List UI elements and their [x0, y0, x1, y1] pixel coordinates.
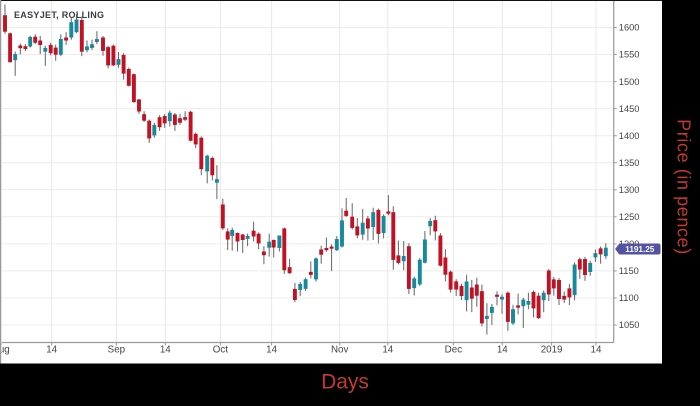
svg-text:1350: 1350 — [619, 158, 640, 168]
svg-text:Oct: Oct — [213, 344, 229, 355]
svg-text:14: 14 — [382, 344, 393, 355]
svg-text:14: 14 — [160, 344, 171, 355]
svg-text:1550: 1550 — [619, 50, 640, 60]
svg-text:1050: 1050 — [619, 320, 640, 330]
svg-text:EASYJET, ROLLING: EASYJET, ROLLING — [14, 10, 104, 20]
svg-text:14: 14 — [591, 344, 602, 355]
svg-text:Days: Days — [321, 370, 369, 393]
svg-text:14: 14 — [46, 344, 57, 355]
svg-text:Nov: Nov — [331, 344, 349, 355]
svg-text:Sep: Sep — [108, 344, 126, 355]
svg-text:14: 14 — [497, 344, 508, 355]
svg-text:Dec: Dec — [445, 344, 463, 355]
svg-text:1500: 1500 — [619, 77, 640, 87]
svg-text:1191.25: 1191.25 — [625, 245, 655, 254]
svg-text:1250: 1250 — [619, 212, 640, 222]
svg-text:1100: 1100 — [619, 293, 639, 303]
svg-text:1600: 1600 — [619, 23, 640, 33]
svg-text:1450: 1450 — [619, 104, 640, 114]
svg-text:1150: 1150 — [619, 266, 639, 276]
svg-text:1300: 1300 — [619, 185, 640, 195]
svg-text:1400: 1400 — [619, 131, 640, 141]
svg-text:14: 14 — [266, 344, 277, 355]
svg-text:Price (in pence): Price (in pence) — [674, 119, 694, 255]
svg-text:2019: 2019 — [541, 344, 563, 355]
svg-text:Aug: Aug — [0, 344, 10, 355]
